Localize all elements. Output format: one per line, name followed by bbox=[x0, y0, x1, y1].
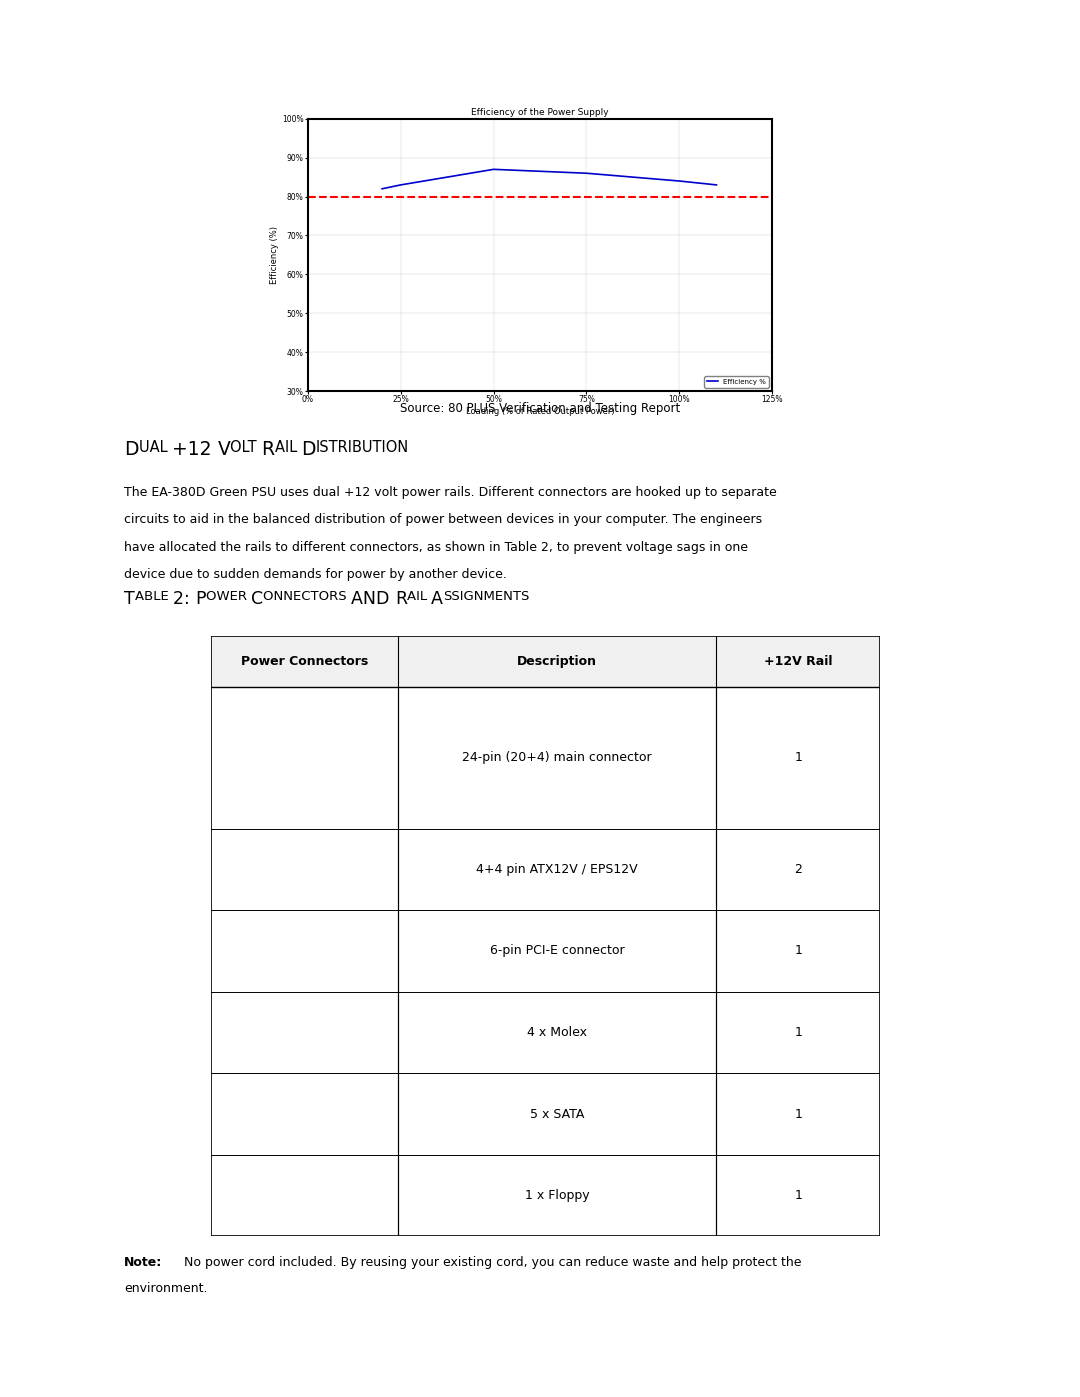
Text: 6-pin PCI-E connector: 6-pin PCI-E connector bbox=[490, 944, 624, 957]
X-axis label: Loading (% of Rated Output Power): Loading (% of Rated Output Power) bbox=[465, 407, 615, 416]
Text: D: D bbox=[124, 440, 138, 460]
Efficiency % bbox=[710, 176, 723, 193]
Text: C: C bbox=[251, 590, 264, 608]
Text: 1: 1 bbox=[794, 944, 802, 957]
Text: Note:: Note: bbox=[124, 1256, 162, 1268]
Text: AIL: AIL bbox=[274, 440, 301, 455]
Text: A: A bbox=[431, 590, 443, 608]
Bar bbox=[211, 636, 880, 687]
Efficiency % bbox=[487, 161, 500, 177]
Text: Power Connectors: Power Connectors bbox=[241, 655, 368, 668]
Text: 5 x SATA: 5 x SATA bbox=[530, 1108, 584, 1120]
Text: Source: 80 PLUS Verification and Testing Report: Source: 80 PLUS Verification and Testing… bbox=[400, 402, 680, 415]
Text: OWER: OWER bbox=[205, 590, 251, 602]
Text: 4 x Molex: 4 x Molex bbox=[527, 1025, 588, 1039]
Text: The EA-380D Green PSU uses dual +12 volt power rails. Different connectors are h: The EA-380D Green PSU uses dual +12 volt… bbox=[124, 486, 777, 499]
Y-axis label: Efficiency (%): Efficiency (%) bbox=[270, 226, 280, 284]
Efficiency % bbox=[580, 165, 593, 182]
Text: P: P bbox=[195, 590, 205, 608]
Efficiency % bbox=[376, 180, 389, 197]
Text: Description: Description bbox=[517, 655, 597, 668]
Text: environment.: environment. bbox=[124, 1282, 207, 1295]
Text: 4+4 pin ATX12V / EPS12V: 4+4 pin ATX12V / EPS12V bbox=[476, 863, 638, 876]
Text: SSIGNMENTS: SSIGNMENTS bbox=[443, 590, 529, 602]
Text: 24-pin (20+4) main connector: 24-pin (20+4) main connector bbox=[462, 752, 652, 764]
Text: AND: AND bbox=[351, 590, 395, 608]
Legend: Efficiency %: Efficiency % bbox=[704, 376, 769, 388]
Line: Efficiency %: Efficiency % bbox=[382, 169, 716, 189]
Text: UAL: UAL bbox=[138, 440, 172, 455]
Text: No power cord included. By reusing your existing cord, you can reduce waste and : No power cord included. By reusing your … bbox=[176, 1256, 801, 1268]
Text: D: D bbox=[301, 440, 316, 460]
Text: V: V bbox=[217, 440, 230, 460]
Text: R: R bbox=[395, 590, 407, 608]
Text: R: R bbox=[261, 440, 274, 460]
Text: ABLE: ABLE bbox=[135, 590, 173, 602]
Text: have allocated the rails to different connectors, as shown in Table 2, to preven: have allocated the rails to different co… bbox=[124, 541, 748, 553]
Efficiency % bbox=[673, 173, 686, 190]
Text: 1: 1 bbox=[794, 1189, 802, 1201]
Text: +12: +12 bbox=[172, 440, 217, 460]
Text: 2: 2 bbox=[794, 863, 802, 876]
Text: ONNECTORS: ONNECTORS bbox=[264, 590, 351, 602]
Title: Efficiency of the Power Supply: Efficiency of the Power Supply bbox=[471, 108, 609, 116]
Text: circuits to aid in the balanced distribution of power between devices in your co: circuits to aid in the balanced distribu… bbox=[124, 513, 762, 527]
Text: 1 x Floppy: 1 x Floppy bbox=[525, 1189, 590, 1201]
Text: AIL: AIL bbox=[407, 590, 431, 602]
Text: +12V Rail: +12V Rail bbox=[764, 655, 833, 668]
Text: 2:: 2: bbox=[173, 590, 195, 608]
Text: 1: 1 bbox=[794, 1108, 802, 1120]
Text: 1: 1 bbox=[794, 1025, 802, 1039]
Efficiency % bbox=[394, 176, 407, 193]
Text: 1: 1 bbox=[794, 752, 802, 764]
Text: OLT: OLT bbox=[230, 440, 261, 455]
Text: T: T bbox=[124, 590, 135, 608]
Text: ISTRIBUTION: ISTRIBUTION bbox=[316, 440, 409, 455]
Text: device due to sudden demands for power by another device.: device due to sudden demands for power b… bbox=[124, 567, 508, 581]
